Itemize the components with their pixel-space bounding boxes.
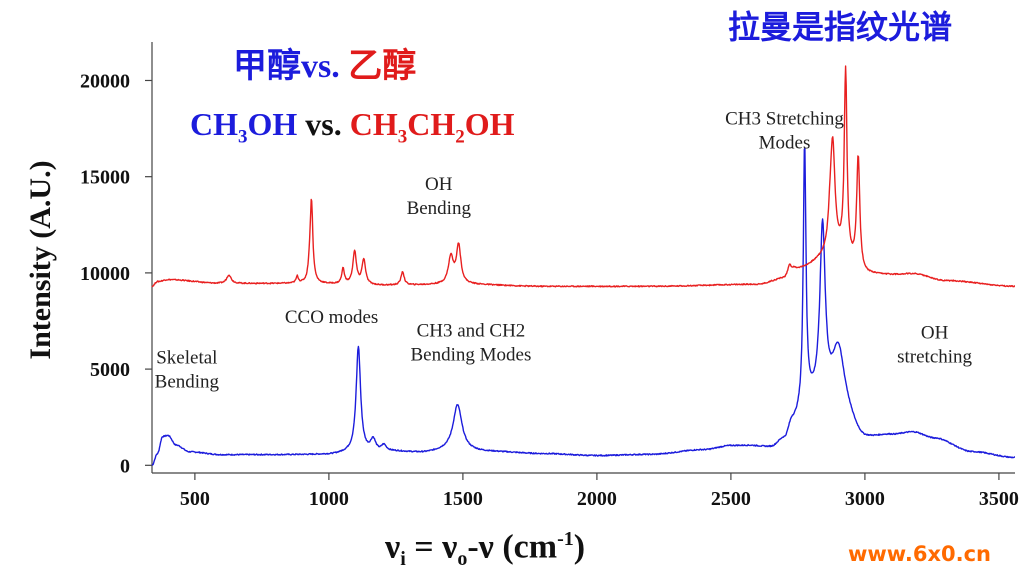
y-tick-label: 20000 (80, 70, 130, 92)
title-ethanol-cn: 乙醇 (348, 46, 417, 86)
formula-ethanol: CH3CH2OH (349, 106, 515, 148)
y-axis-label: Intensity (A.U.) (24, 160, 57, 359)
y-tick-label: 10000 (80, 263, 130, 285)
annotation-text: OH (921, 322, 949, 343)
annotation-text: OH (425, 174, 453, 195)
annotation-text: CCO modes (285, 307, 378, 328)
fingerprint-spectrum-label: 拉曼是指纹光谱 (728, 8, 953, 46)
watermark: www.6x0.cn (848, 542, 991, 566)
title-vs-cn: vs. (301, 48, 349, 85)
x-tick-label: 2500 (711, 488, 751, 510)
x-tick-label: 1500 (443, 488, 483, 510)
y-tick-label: 15000 (80, 167, 130, 189)
annotation: CCO modes (285, 307, 378, 328)
annotation-text: Bending Modes (411, 344, 532, 365)
chart-axes: 0 5000 10000 15000 20000 500 1000 1500 2000 2500 3… (80, 42, 1019, 510)
annotation-layer: Skeletal Bending CCO modes CH3 and CH2 Bendi… (155, 109, 973, 393)
annotation-text: Bending (155, 371, 220, 392)
formula-vs: vs. (297, 106, 350, 142)
formula-methanol: CH3OH (190, 106, 298, 148)
annotation: CH3 and CH2 Bending Modes (411, 320, 532, 365)
series-line-ethanol (151, 65, 1016, 288)
annotation-text: Modes (759, 133, 811, 154)
annotation-text: stretching (897, 346, 972, 367)
x-tick-label: 2000 (577, 488, 617, 510)
x-tick-label: 3500 (979, 488, 1019, 510)
annotation-text: CH3 Stretching (725, 109, 844, 130)
x-tick-label: 1000 (309, 488, 349, 510)
chart-title-chinese: 甲醇vs. 乙醇 (233, 38, 416, 87)
annotation-text: Skeletal (156, 347, 217, 368)
chart-title-formula: CH3OH vs. CH3CH2OH (190, 106, 515, 148)
x-axis-label: νi = νo-ν (cm-1) (385, 528, 586, 571)
series-layer (151, 65, 1016, 466)
annotation-text: CH3 and CH2 (417, 320, 526, 341)
y-tick-label: 5000 (90, 359, 130, 381)
x-tick-label: 500 (180, 488, 210, 510)
series-line-methanol (151, 147, 1016, 466)
annotation: OH Bending (407, 174, 472, 219)
title-methanol-cn: 甲醇 (233, 46, 301, 86)
x-tick-label: 3000 (845, 488, 885, 510)
annotation: OH stretching (897, 322, 972, 367)
annotation: Skeletal Bending (155, 347, 220, 392)
y-tick-label: 0 (120, 455, 130, 477)
annotation-text: Bending (407, 198, 472, 219)
annotation: CH3 Stretching Modes (725, 109, 844, 154)
